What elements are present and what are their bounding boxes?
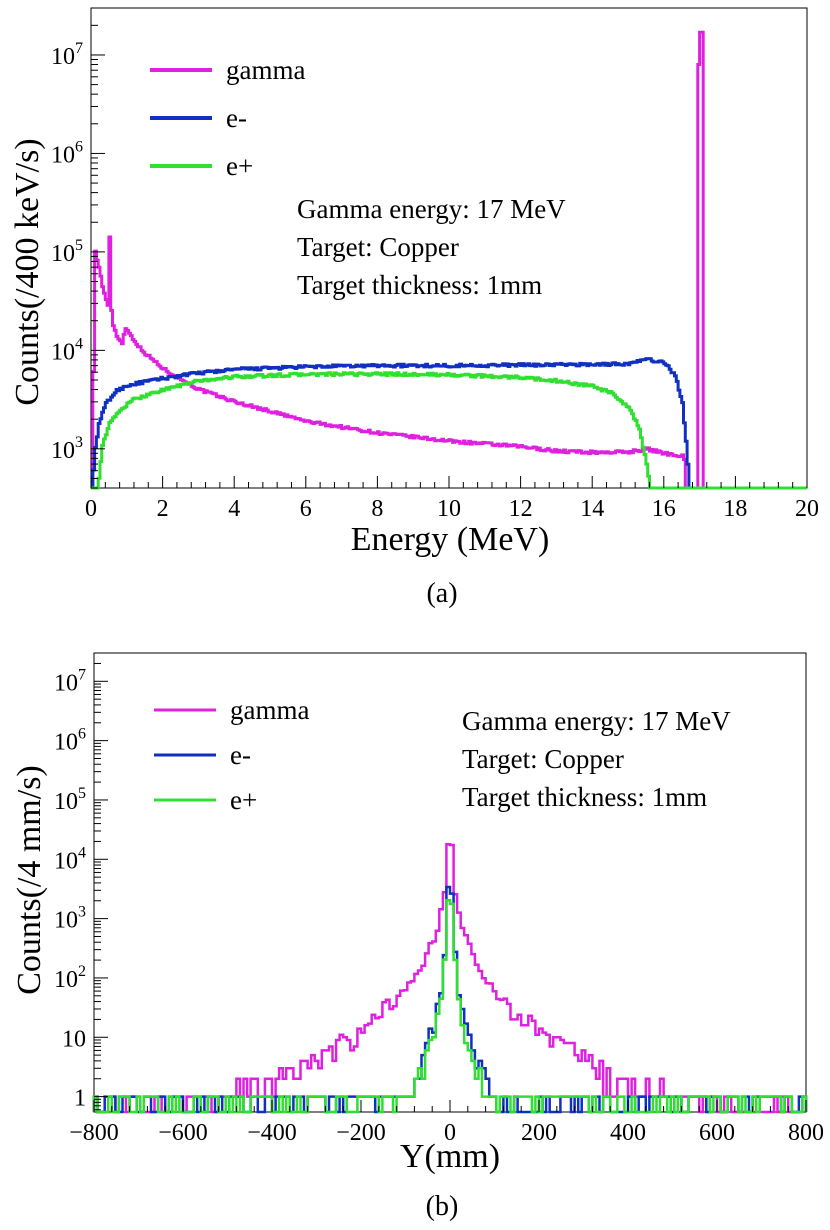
y-tick-label: 102	[54, 963, 86, 993]
legend-label: e-	[230, 740, 251, 770]
legend-label: e-	[226, 103, 247, 133]
y-tick-exponent: 6	[75, 138, 83, 155]
x-axis-label: Y(mm)	[400, 1138, 500, 1175]
x-tick-label: 200	[521, 1120, 557, 1146]
y-tick-base: 10	[51, 241, 75, 267]
legend: gamma e-e+	[150, 55, 305, 181]
x-tick-label: −600	[158, 1120, 208, 1146]
panel-label: (b)	[426, 1191, 459, 1222]
x-tick-label: 800	[788, 1120, 824, 1146]
y-axis-label: Counts(/400 keV/s)	[9, 138, 46, 405]
annotations: Gamma energy: 17 MeV Target: Copper Target…	[462, 706, 731, 812]
y-tick-exponent: 4	[75, 335, 83, 352]
x-tick-label: 8	[371, 496, 383, 522]
y-tick-label: 106	[51, 138, 83, 168]
series-line-gamma	[94, 844, 806, 1112]
x-tick-label: 12	[509, 496, 533, 522]
legend-label: e+	[226, 151, 253, 181]
legend: gamma e-e+	[154, 695, 309, 815]
y-tick-base: 10	[51, 339, 75, 365]
y-tick-base: 10	[54, 670, 78, 696]
annotations: Gamma energy: 17 MeV Target: Copper Target…	[297, 194, 566, 300]
y-tick-base: 10	[51, 438, 75, 464]
annotation-text: Target thickness: 1mm	[462, 782, 707, 812]
y-tick-exponent: 6	[78, 726, 86, 743]
y-tick-label: 10	[62, 1026, 86, 1052]
x-tick-label: 18	[723, 496, 747, 522]
y-tick-base: 10	[51, 44, 75, 70]
x-tick-label: 2	[157, 496, 169, 522]
y-tick-base: 10	[54, 908, 78, 934]
y-tick-exponent: 5	[75, 237, 83, 254]
panel-label: (a)	[426, 578, 457, 609]
annotation-text: Gamma energy: 17 MeV	[462, 706, 731, 736]
y-tick-label: 105	[54, 785, 86, 815]
x-tick-label: 400	[610, 1120, 646, 1146]
y-tick-label: 107	[54, 666, 86, 696]
y-tick-label: 105	[51, 237, 83, 267]
y-tick-base: 10	[51, 142, 75, 168]
curves	[94, 844, 806, 1112]
annotation-text: Target thickness: 1mm	[297, 270, 542, 300]
x-tick-label: 4	[228, 496, 240, 522]
y-tick-exponent: 7	[78, 666, 86, 683]
y-tick-exponent: 3	[78, 904, 86, 921]
y-tick-label: 1	[74, 1086, 86, 1112]
y-tick-label: 104	[54, 844, 86, 874]
y-tick-exponent: 4	[78, 844, 86, 861]
x-tick-label: 0	[85, 496, 97, 522]
x-tick-label: 14	[580, 496, 604, 522]
y-axis-label: Counts(/4 mm/s)	[11, 765, 48, 995]
y-tick-exponent: 7	[75, 40, 83, 57]
y-tick-label: 104	[51, 335, 83, 365]
x-tick-label: 16	[652, 496, 676, 522]
x-tick-label: −400	[247, 1120, 297, 1146]
chart-panel-b: −800 −600 −400 −200 0 200 400 600 80011010210310…	[11, 653, 824, 1222]
y-tick-label: 103	[54, 904, 86, 934]
y-tick-base: 10	[54, 789, 78, 815]
x-tick-label: −200	[336, 1120, 386, 1146]
y-tick-label: 103	[51, 434, 83, 464]
y-tick-label: 106	[54, 726, 86, 756]
annotation-text: Gamma energy: 17 MeV	[297, 194, 566, 224]
legend-label: gamma	[226, 55, 305, 85]
y-tick-base: 10	[54, 848, 78, 874]
y-tick-exponent: 2	[78, 963, 86, 980]
series-line-e-	[91, 359, 807, 488]
series-line-e+	[94, 900, 806, 1112]
y-tick-exponent: 5	[78, 785, 86, 802]
figure: 0 2 4 6 8 10 12 14 16 18 20103104105106107 gammae-…	[0, 0, 830, 1230]
x-tick-label: 6	[300, 496, 312, 522]
x-tick-label: 10	[437, 496, 461, 522]
x-tick-label: 20	[795, 496, 819, 522]
y-tick-label: 107	[51, 40, 83, 70]
legend-label: e+	[230, 785, 257, 815]
legend-label: gamma	[230, 695, 309, 725]
y-tick-base: 10	[54, 967, 78, 993]
x-tick-label: −800	[69, 1120, 119, 1146]
series-line-e-	[94, 887, 806, 1112]
y-tick-base: 10	[54, 730, 78, 756]
x-axis-label: Energy (MeV)	[351, 521, 550, 558]
y-tick-exponent: 3	[75, 434, 83, 451]
annotation-text: Target: Copper	[297, 232, 459, 262]
x-tick-label: 600	[699, 1120, 735, 1146]
annotation-text: Target: Copper	[462, 744, 624, 774]
